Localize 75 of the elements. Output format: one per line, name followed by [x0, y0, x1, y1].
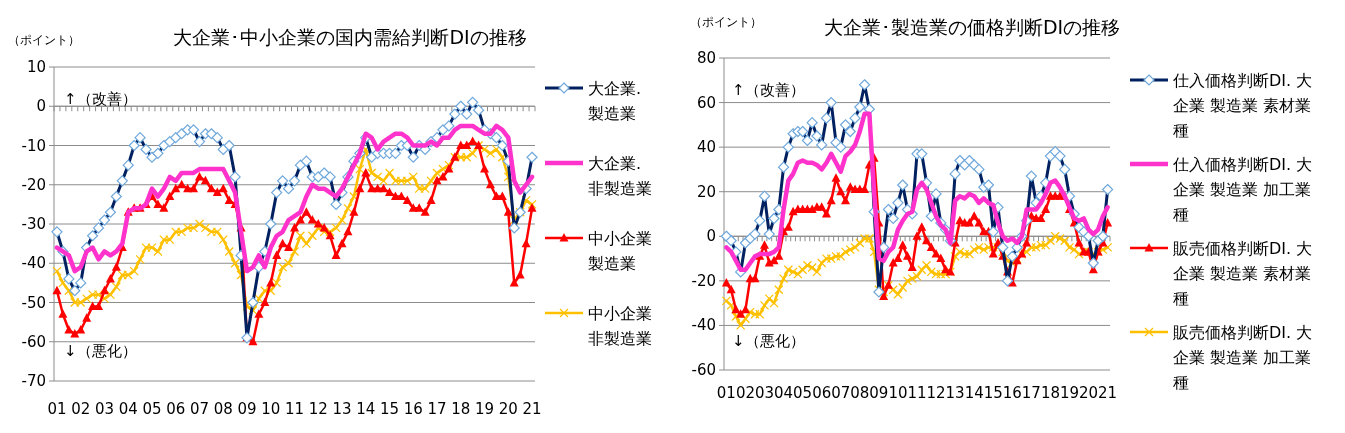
x-tick-label: 16: [403, 400, 423, 418]
x-tick-label: 20: [1079, 384, 1099, 402]
x-tick-label: 10: [888, 384, 908, 402]
x-tick-label: 19: [474, 400, 495, 418]
legend-label: 中小企業非製造業: [588, 304, 652, 348]
y-tick-label: -50: [21, 293, 46, 312]
x-tick-label: 18: [451, 400, 471, 418]
y-tick-label: 80: [696, 49, 716, 67]
legend-label: 仕入価格判断DI. 大企業 製造業 素材業種: [1172, 71, 1313, 140]
y-tick-label: 60: [696, 93, 716, 112]
x-tick-label: 18: [1040, 384, 1060, 402]
x-tick-label: 04: [774, 384, 794, 402]
x-tick-label: 01: [47, 400, 67, 418]
y-tick-label: -20: [21, 175, 46, 194]
y-tick-label: 20: [696, 182, 716, 201]
y-tick-label: -70: [21, 372, 46, 390]
y-tick-label: 0: [36, 97, 46, 116]
x-tick-label: 15: [983, 384, 1003, 402]
x-tick-label: 04: [118, 400, 138, 418]
legend-label: 仕入価格判断DI. 大企業 製造業 加工業種: [1172, 155, 1313, 224]
x-tick-label: 07: [189, 400, 210, 418]
x-tick-label: 21: [522, 400, 542, 418]
x-tick-label: 06: [812, 384, 832, 402]
x-tick-label: 08: [850, 384, 870, 402]
annotation: ↓（悪化）: [64, 342, 137, 360]
y-tick-label: -60: [691, 361, 716, 379]
y-tick-label: 0: [706, 227, 716, 246]
y-tick-label: -60: [21, 332, 46, 351]
x-tick-label: 08: [213, 400, 233, 418]
x-tick-label: 21: [1098, 384, 1118, 402]
y-axis-title: （ポイント）: [690, 15, 762, 29]
x-tick-label: 06: [166, 400, 186, 418]
annotation: ↑（改善）: [64, 90, 137, 108]
y-tick-label: -40: [21, 254, 46, 273]
x-tick-label: 17: [427, 400, 447, 418]
x-tick-label: 15: [379, 400, 400, 418]
annotation: ↓（悪化）: [732, 332, 805, 350]
chart-title: 大企業･製造業の価格判断DIの推移: [823, 16, 1121, 38]
x-tick-label: 05: [142, 400, 162, 418]
chart-title: 大企業･中小企業の国内需給判断DIの推移: [173, 26, 527, 48]
x-tick-label: 09: [869, 384, 889, 402]
legend-label: 大企業.非製造業: [588, 154, 652, 198]
x-tick-label: 14: [964, 384, 984, 402]
x-tick-label: 03: [754, 384, 775, 402]
x-tick-label: 11: [284, 400, 305, 418]
y-tick-label: -40: [691, 316, 716, 335]
x-tick-label: 10: [261, 400, 281, 418]
legend-label: 中小企業製造業: [588, 229, 652, 273]
legend-label: 販売価格判断DI. 大企業 製造業 素材業種: [1173, 239, 1313, 308]
x-tick-label: 16: [1002, 384, 1022, 402]
x-tick-label: 02: [735, 384, 755, 402]
y-tick-label: -30: [21, 215, 46, 233]
x-tick-label: 12: [926, 384, 946, 402]
x-tick-label: 13: [945, 384, 965, 402]
x-tick-label: 19: [1059, 384, 1080, 402]
x-tick-label: 07: [831, 384, 851, 402]
legend-label: 大企業.製造業: [588, 79, 642, 123]
x-tick-label: 13: [332, 400, 352, 418]
x-tick-label: 01: [716, 384, 736, 402]
x-tick-label: 05: [793, 384, 813, 402]
y-axis-title: （ポイント）: [8, 33, 80, 47]
y-tick-label: 10: [26, 58, 46, 76]
x-tick-label: 02: [71, 400, 91, 418]
x-tick-label: 12: [308, 400, 328, 418]
x-tick-label: 14: [356, 400, 376, 418]
y-tick-label: 40: [696, 138, 716, 157]
x-tick-label: 03: [94, 400, 115, 418]
x-tick-label: 17: [1021, 384, 1041, 402]
legend-label: 販売価格判断DI. 大企業 製造業 加工業種: [1173, 323, 1313, 392]
annotation: ↑（改善）: [732, 81, 805, 99]
y-tick-label: -10: [21, 136, 46, 155]
y-tick-label: -20: [691, 271, 716, 290]
x-tick-label: 11: [907, 384, 927, 402]
x-tick-label: 20: [498, 400, 518, 418]
x-tick-label: 09: [237, 400, 257, 418]
